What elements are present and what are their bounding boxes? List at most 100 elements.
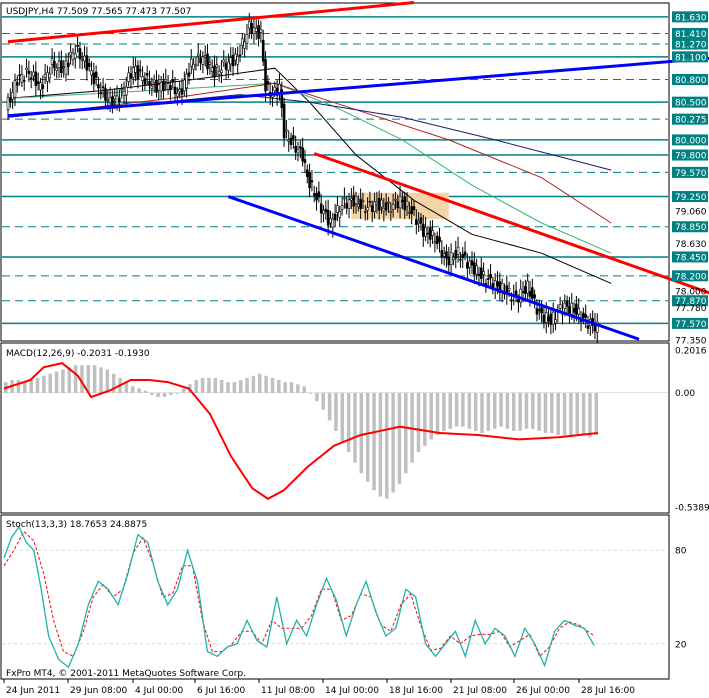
price-tag-bg bbox=[672, 51, 708, 63]
macd-bar bbox=[423, 392, 427, 446]
candle-body bbox=[449, 252, 453, 265]
candle-body bbox=[373, 201, 376, 212]
macd-bar bbox=[86, 365, 91, 393]
macd-bar bbox=[296, 384, 300, 393]
candle-body bbox=[544, 312, 548, 323]
macd-bar bbox=[277, 380, 281, 393]
stoch-tick-label: 20 bbox=[675, 640, 687, 650]
candle-body bbox=[101, 86, 105, 89]
macd-bar bbox=[73, 365, 78, 393]
macd-bar bbox=[251, 375, 256, 393]
candle-body bbox=[384, 202, 388, 211]
price-label: 78.450 bbox=[675, 253, 707, 263]
candle-body bbox=[145, 73, 149, 76]
candle-body bbox=[368, 200, 372, 203]
candle-body bbox=[122, 90, 126, 96]
macd-bar bbox=[340, 392, 345, 442]
candle-body bbox=[421, 223, 425, 237]
candle-body bbox=[243, 41, 246, 49]
candle-body bbox=[78, 48, 82, 60]
candle-body bbox=[317, 191, 321, 198]
macd-bar bbox=[404, 392, 408, 474]
macd-bar bbox=[16, 380, 21, 393]
candle-body bbox=[183, 79, 186, 92]
candle-body bbox=[549, 313, 553, 325]
macd-bar bbox=[156, 392, 160, 397]
macd-signal-line bbox=[3, 362, 599, 500]
candle-body bbox=[468, 260, 471, 268]
candle-body bbox=[76, 44, 79, 47]
candle-body bbox=[498, 281, 502, 293]
macd-bar bbox=[397, 392, 402, 484]
candle-body bbox=[347, 199, 351, 209]
macd-bar bbox=[550, 392, 554, 434]
candle-body bbox=[9, 97, 12, 102]
candle-body bbox=[459, 258, 462, 261]
macd-bar bbox=[137, 388, 141, 393]
price-label: 81.410 bbox=[675, 30, 707, 40]
candle-body bbox=[568, 306, 571, 314]
candle-body bbox=[57, 60, 61, 68]
candle-body bbox=[73, 53, 77, 59]
candle-body bbox=[477, 273, 481, 277]
candle-body bbox=[377, 197, 381, 211]
candle-body bbox=[252, 27, 256, 34]
macd-bar bbox=[308, 392, 313, 394]
candle-body bbox=[273, 86, 277, 91]
trendline bbox=[227, 195, 640, 341]
macd-bar bbox=[385, 392, 389, 499]
macd-bar bbox=[169, 392, 173, 395]
macd-bar bbox=[416, 392, 421, 453]
candle-body bbox=[157, 84, 161, 91]
candle-body bbox=[380, 199, 383, 208]
candle-body bbox=[48, 73, 52, 79]
candle-body bbox=[333, 214, 337, 221]
candle-body bbox=[173, 86, 177, 95]
candle-body bbox=[97, 84, 100, 89]
candle-body bbox=[319, 203, 323, 214]
macd-bar bbox=[505, 392, 510, 429]
stoch-signal-line bbox=[3, 530, 595, 658]
macd-bar bbox=[258, 373, 262, 393]
candle-body bbox=[108, 97, 112, 103]
candle-body bbox=[565, 300, 569, 307]
macd-bar bbox=[105, 369, 110, 393]
candle-body bbox=[13, 80, 17, 98]
macd-bar bbox=[537, 392, 541, 431]
candle-body bbox=[521, 291, 525, 293]
candle-body bbox=[292, 135, 295, 139]
candle-body bbox=[554, 319, 557, 324]
macd-bar bbox=[162, 392, 167, 397]
candle-body bbox=[115, 95, 119, 106]
candle-body bbox=[285, 129, 288, 132]
macd-bar bbox=[111, 373, 116, 393]
macd-bar bbox=[213, 377, 218, 393]
candle-body bbox=[220, 69, 223, 74]
moving-average-line bbox=[7, 94, 612, 171]
candle-body bbox=[394, 198, 397, 201]
macd-bar bbox=[232, 382, 237, 393]
candle-body bbox=[535, 308, 539, 315]
candle-body bbox=[141, 76, 144, 81]
candle-body bbox=[391, 203, 395, 210]
macd-bar bbox=[365, 392, 370, 482]
price-label: 77.350 bbox=[675, 337, 707, 347]
price-label: 81.630 bbox=[675, 13, 707, 23]
macd-bar bbox=[61, 369, 65, 393]
candle-body bbox=[29, 77, 33, 80]
candle-body bbox=[213, 65, 216, 78]
candle-body bbox=[261, 39, 265, 62]
candle-body bbox=[6, 97, 10, 111]
candle-body bbox=[361, 200, 365, 202]
candle-body bbox=[245, 34, 249, 44]
candle-body bbox=[50, 58, 54, 65]
macd-bar bbox=[588, 392, 592, 438]
candle-body bbox=[43, 73, 47, 78]
candle-body bbox=[431, 230, 434, 236]
candle-body bbox=[67, 62, 70, 67]
price-tag-bg bbox=[672, 27, 708, 39]
x-axis-label: 11 Jul 08:00 bbox=[261, 686, 315, 696]
candle-body bbox=[180, 88, 184, 95]
candle-body bbox=[129, 73, 133, 79]
macd-bar bbox=[200, 377, 205, 393]
